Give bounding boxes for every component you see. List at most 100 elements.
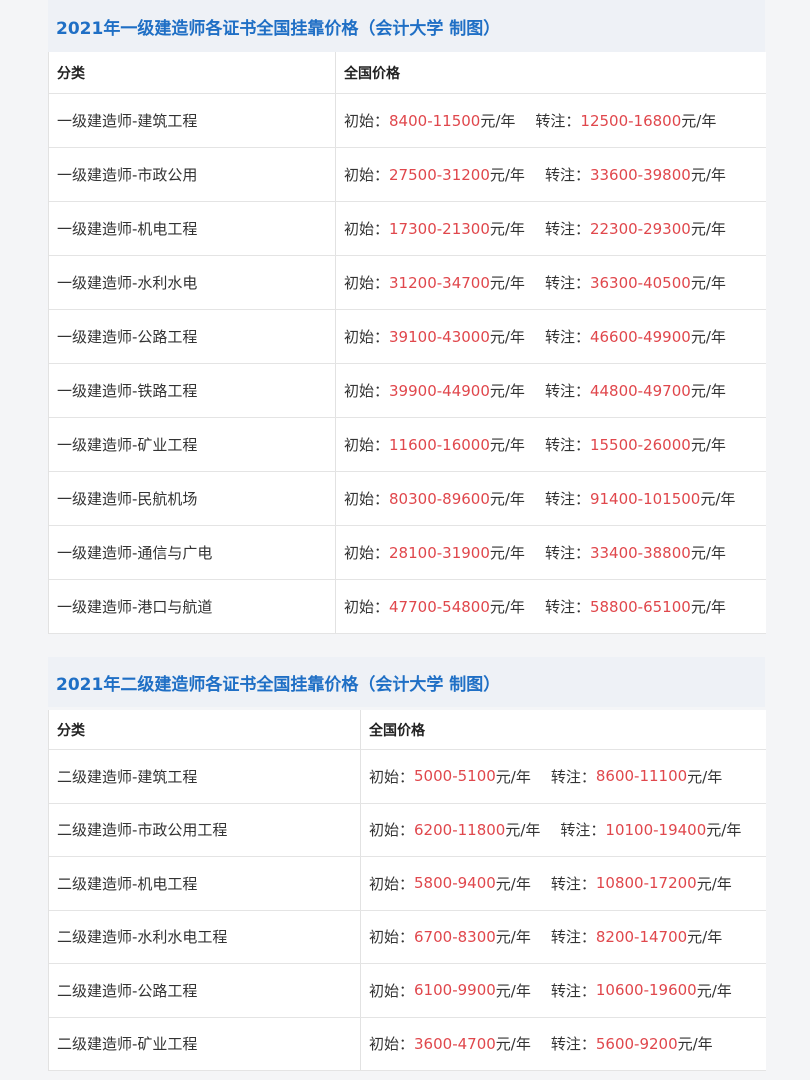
initial-price: 8400-11500 [389, 111, 481, 130]
initial-price: 5800-9400 [414, 874, 496, 893]
table-row: 二级建造师-机电工程 初始： 5800-9400 元/年 转注： 10800-1… [49, 857, 766, 911]
transfer-price: 58800-65100 [589, 597, 691, 616]
transfer-price: 15500-26000 [589, 435, 691, 454]
initial-label: 初始： [344, 436, 390, 454]
table-header: 分类 全国价格 [49, 52, 766, 94]
table-row: 一级建造师-市政公用 初始： 27500-31200 元/年 转注： 33600… [49, 148, 766, 202]
price-cell: 初始： 5000-5100 元/年 转注： 8600-11100 元/年 [361, 766, 722, 787]
category-cell: 二级建造师-矿业工程 [49, 1017, 361, 1070]
unit: 元/年 [687, 928, 723, 947]
transfer-price: 10800-17200 [595, 874, 697, 893]
unit: 元/年 [489, 544, 525, 562]
price-cell: 初始： 31200-34700 元/年 转注： 36300-40500 元/年 [336, 272, 726, 293]
table-row: 一级建造师-港口与航道 初始： 47700-54800 元/年 转注： 5880… [49, 580, 766, 634]
table-row: 二级建造师-建筑工程 初始： 5000-5100 元/年 转注： 8600-11… [49, 750, 766, 804]
category-cell: 二级建造师-市政公用工程 [49, 803, 361, 856]
transfer-price: 91400-101500 [589, 489, 701, 508]
table-row: 一级建造师-建筑工程 初始： 8400-11500 元/年 转注： 12500-… [49, 94, 766, 148]
initial-label: 初始： [344, 166, 390, 184]
category-cell: 一级建造师-矿业工程 [49, 418, 336, 471]
unit: 元/年 [480, 112, 516, 130]
unit: 元/年 [700, 490, 736, 508]
transfer-price: 33600-39800 [589, 165, 691, 184]
unit: 元/年 [677, 1035, 713, 1054]
category-cell: 一级建造师-水利水电 [49, 256, 336, 309]
transfer-label: 转注： [550, 1035, 596, 1054]
initial-label: 初始： [369, 767, 415, 786]
transfer-label: 转注： [544, 328, 590, 346]
transfer-price: 44800-49700 [589, 381, 691, 400]
transfer-label: 转注： [535, 112, 581, 130]
price-cell: 初始： 27500-31200 元/年 转注： 33600-39800 元/年 [336, 164, 726, 185]
table-row: 二级建造师-市政公用工程 初始： 6200-11800 元/年 转注： 1010… [49, 803, 766, 857]
transfer-price: 8600-11100 [595, 767, 688, 786]
unit: 元/年 [690, 274, 726, 292]
initial-price: 6700-8300 [414, 927, 496, 946]
unit: 元/年 [696, 874, 732, 893]
transfer-label: 转注： [544, 598, 590, 616]
unit: 元/年 [489, 436, 525, 454]
initial-label: 初始： [369, 874, 415, 893]
category-cell: 一级建造师-公路工程 [49, 310, 336, 363]
unit: 元/年 [495, 981, 531, 1000]
transfer-price: 10600-19600 [595, 981, 697, 1000]
initial-label: 初始： [344, 598, 390, 616]
initial-label: 初始： [344, 274, 390, 292]
price-cell: 初始： 28100-31900 元/年 转注： 33400-38800 元/年 [336, 542, 726, 563]
table-row: 二级建造师-水利水电工程 初始： 6700-8300 元/年 转注： 8200-… [49, 910, 766, 964]
unit: 元/年 [505, 821, 541, 840]
price-cell: 初始： 3600-4700 元/年 转注： 5600-9200 元/年 [361, 1033, 713, 1054]
category-cell: 一级建造师-通信与广电 [49, 526, 336, 579]
transfer-price: 10100-19400 [605, 820, 707, 839]
price-cell: 初始： 17300-21300 元/年 转注： 22300-29300 元/年 [336, 218, 726, 239]
transfer-label: 转注： [544, 436, 590, 454]
category-cell: 一级建造师-机电工程 [49, 202, 336, 255]
price-table-second-class: 分类 全国价格 二级建造师-建筑工程 初始： 5000-5100 元/年 转注：… [48, 710, 766, 1071]
unit: 元/年 [489, 382, 525, 400]
table-row: 一级建造师-公路工程 初始： 39100-43000 元/年 转注： 46600… [49, 310, 766, 364]
price-cell: 初始： 8400-11500 元/年 转注： 12500-16800 元/年 [336, 110, 716, 131]
transfer-price: 46600-49900 [589, 327, 691, 346]
unit: 元/年 [495, 767, 531, 786]
initial-label: 初始： [344, 544, 390, 562]
price-cell: 初始： 6700-8300 元/年 转注： 8200-14700 元/年 [361, 926, 722, 947]
category-cell: 一级建造师-港口与航道 [49, 580, 336, 633]
unit: 元/年 [489, 220, 525, 238]
category-cell: 一级建造师-民航机场 [49, 472, 336, 525]
initial-label: 初始： [369, 928, 415, 947]
transfer-label: 转注： [544, 382, 590, 400]
unit: 元/年 [489, 598, 525, 616]
table-row: 二级建造师-公路工程 初始： 6100-9900 元/年 转注： 10600-1… [49, 964, 766, 1018]
transfer-label: 转注： [560, 821, 606, 840]
section-title: 2021年二级建造师各证书全国挂靠价格（会计大学 制图） [48, 657, 765, 707]
table-row: 二级建造师-矿业工程 初始： 3600-4700 元/年 转注： 5600-92… [49, 1017, 766, 1071]
unit: 元/年 [706, 821, 742, 840]
transfer-price: 8200-14700 [595, 927, 688, 946]
unit: 元/年 [696, 981, 732, 1000]
initial-price: 80300-89600 [389, 489, 490, 508]
transfer-label: 转注： [544, 544, 590, 562]
initial-price: 39100-43000 [389, 327, 490, 346]
price-cell: 初始： 6100-9900 元/年 转注： 10600-19600 元/年 [361, 980, 732, 1001]
header-category: 分类 [49, 52, 336, 93]
transfer-label: 转注： [550, 928, 596, 947]
transfer-label: 转注： [544, 166, 590, 184]
table-row: 一级建造师-铁路工程 初始： 39900-44900 元/年 转注： 44800… [49, 364, 766, 418]
unit: 元/年 [495, 928, 531, 947]
price-cell: 初始： 39100-43000 元/年 转注： 46600-49900 元/年 [336, 326, 726, 347]
initial-label: 初始： [369, 981, 415, 1000]
initial-price: 11600-16000 [389, 435, 490, 454]
unit: 元/年 [489, 328, 525, 346]
unit: 元/年 [690, 328, 726, 346]
initial-label: 初始： [344, 112, 390, 130]
unit: 元/年 [690, 436, 726, 454]
initial-label: 初始： [344, 220, 390, 238]
unit: 元/年 [681, 112, 717, 130]
unit: 元/年 [687, 767, 723, 786]
transfer-label: 转注： [544, 220, 590, 238]
unit: 元/年 [690, 544, 726, 562]
price-cell: 初始： 11600-16000 元/年 转注： 15500-26000 元/年 [336, 434, 726, 455]
initial-price: 6100-9900 [414, 981, 496, 1000]
price-table-first-class: 分类 全国价格 一级建造师-建筑工程 初始： 8400-11500 元/年 转注… [48, 52, 766, 634]
unit: 元/年 [495, 1035, 531, 1054]
